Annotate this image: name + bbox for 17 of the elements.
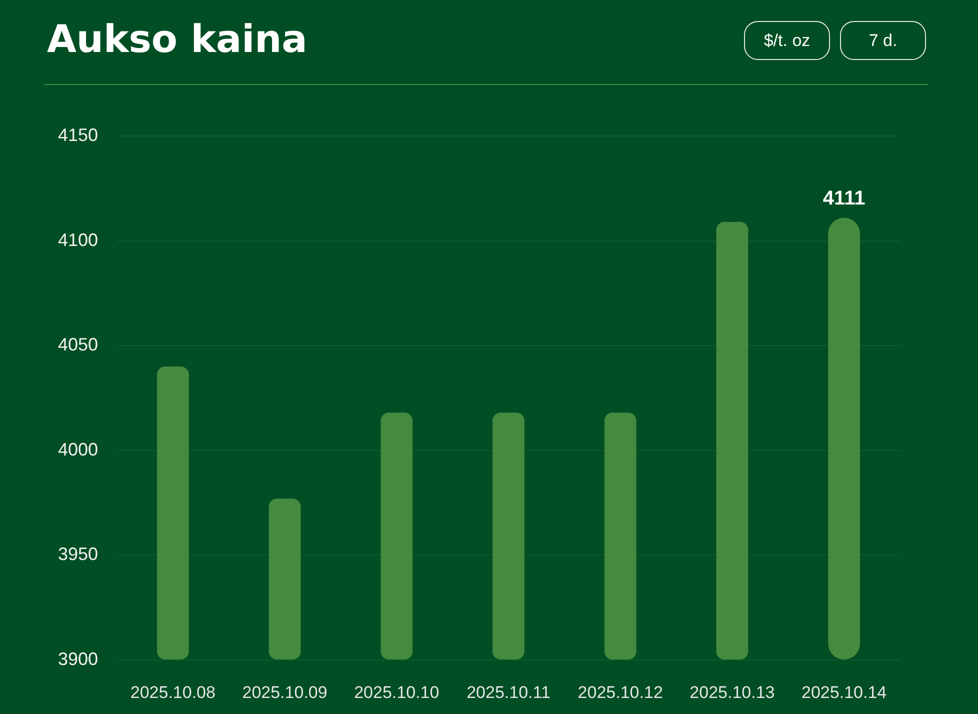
x-tick-label: 2025.10.13 (690, 682, 775, 702)
pill-button: $/t. oz (744, 21, 830, 60)
x-tick-label: 2025.10.12 (578, 682, 663, 702)
y-tick-label: 4050 (58, 334, 98, 355)
x-tick-label: 2025.10.10 (354, 682, 440, 702)
x-tick-label: 2025.10.08 (130, 682, 216, 702)
y-tick-label: 4000 (58, 439, 98, 460)
x-tick-label: 2025.10.09 (242, 682, 328, 702)
pill-button: 7 d. (840, 21, 926, 60)
chart-title: Aukso kaina (47, 16, 308, 63)
y-tick-label: 3900 (58, 648, 98, 669)
x-tick-label: 2025.10.14 (802, 682, 887, 702)
x-tick-label: 2025.10.11 (466, 682, 550, 702)
y-tick-label: 4100 (58, 230, 98, 250)
data-label: 4111 (822, 188, 866, 210)
y-tick-label: 3950 (58, 544, 98, 564)
y-tick-label: 4150 (58, 124, 98, 145)
